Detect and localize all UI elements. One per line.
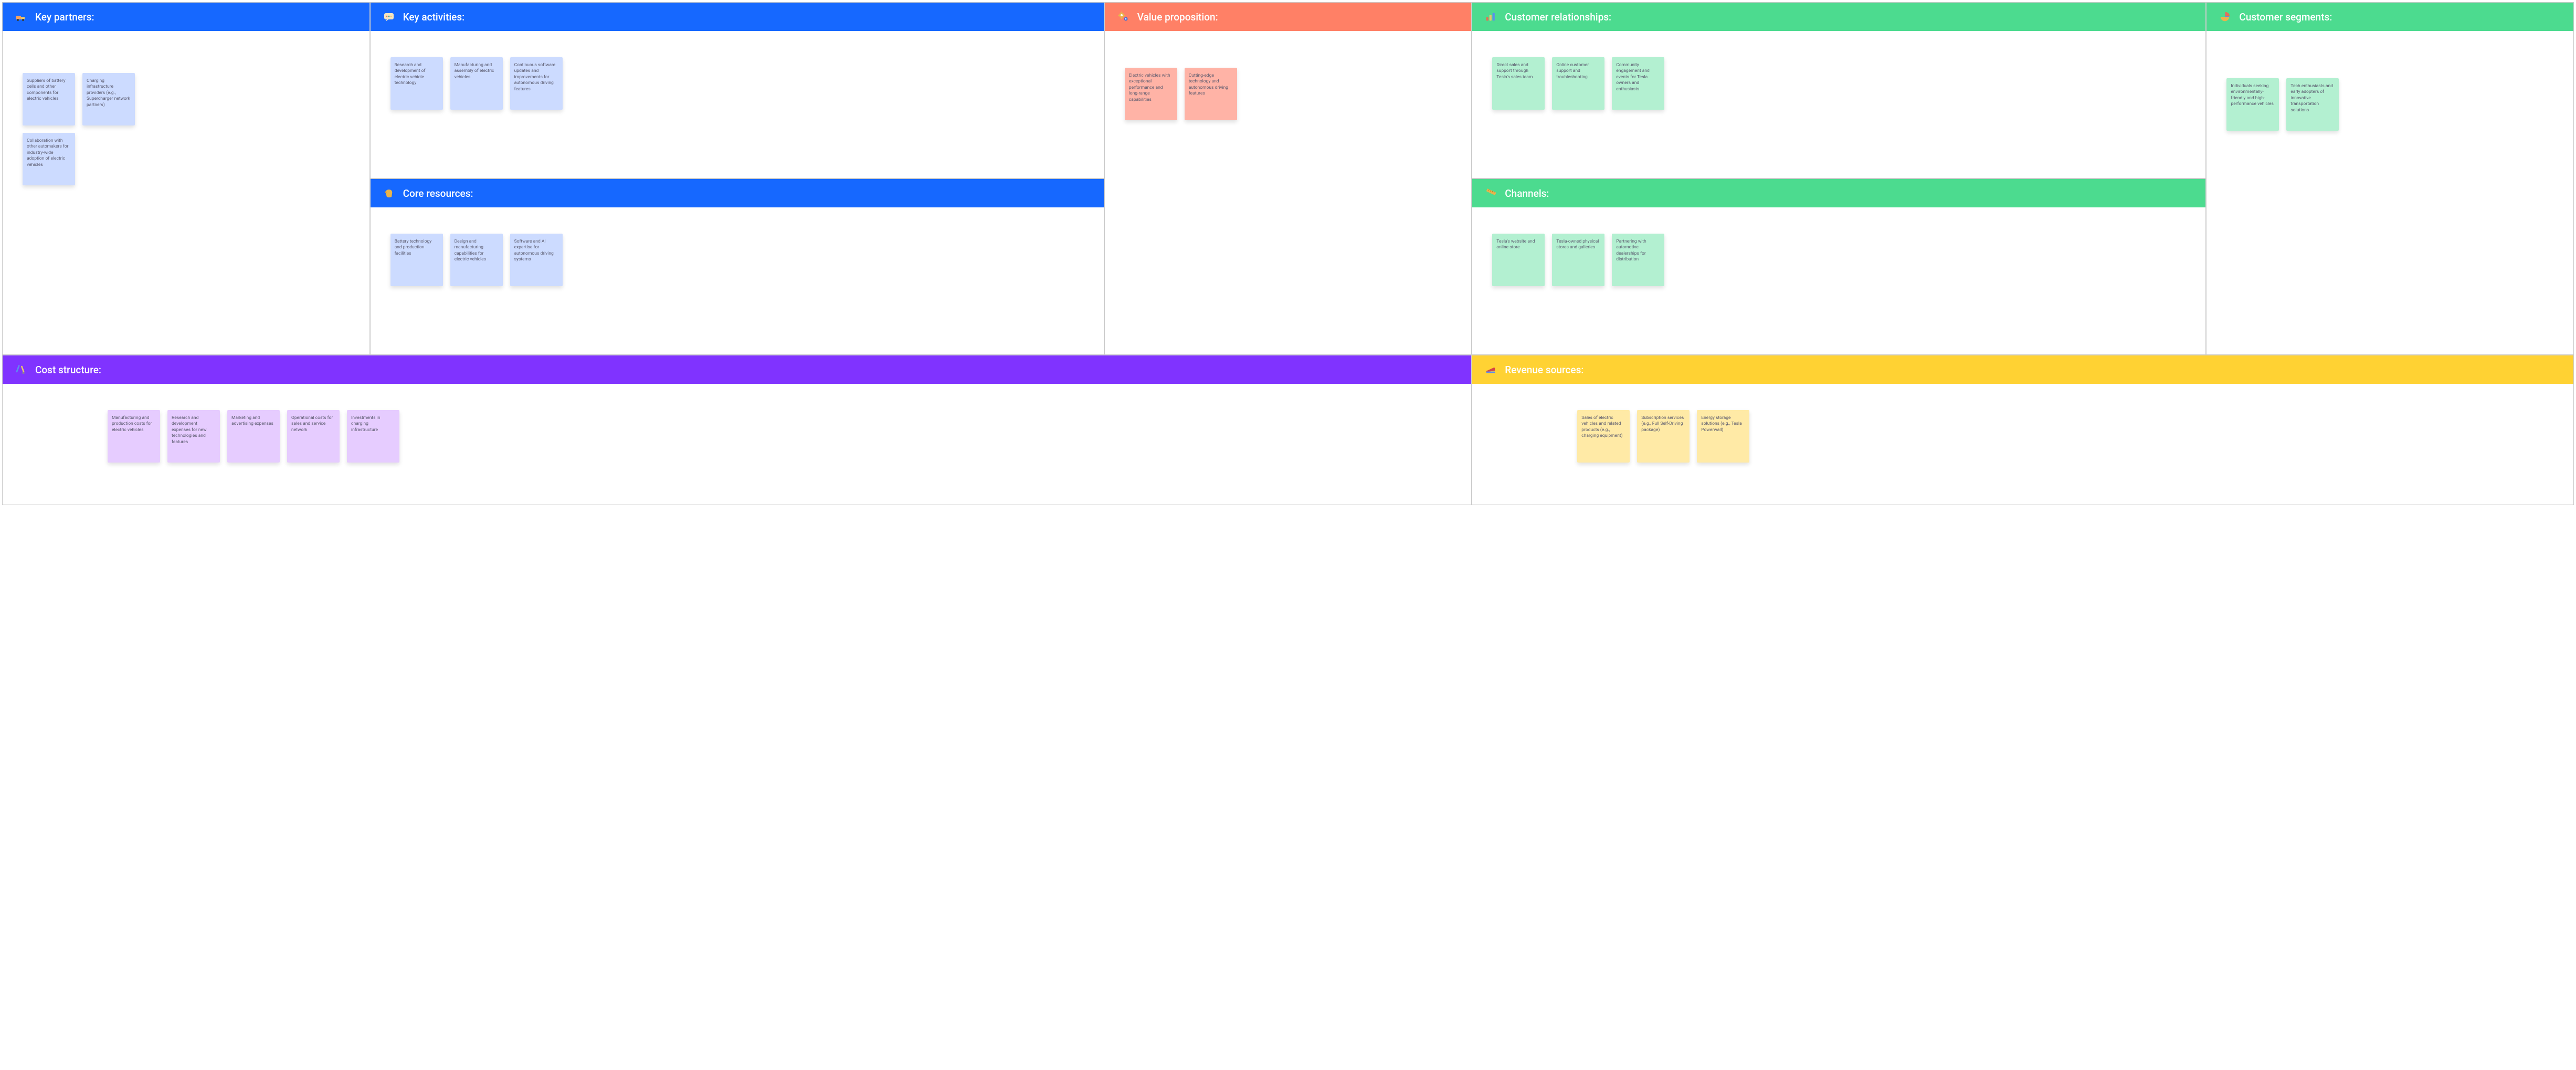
- glove-icon: [382, 186, 396, 200]
- section-body: Tesla's website and online store Tesla-o…: [1472, 207, 2205, 354]
- section-header: Value proposition:: [1105, 3, 1472, 31]
- sticky-card[interactable]: Online customer support and troubleshoot…: [1552, 57, 1604, 110]
- sticky-card[interactable]: Design and manufacturing capabilities fo…: [450, 234, 503, 286]
- sticky-card[interactable]: Manufacturing and production costs for e…: [108, 410, 160, 463]
- section-body: Manufacturing and production costs for e…: [3, 384, 1471, 505]
- sticky-card[interactable]: Individuals seeking environmentally-frie…: [2226, 78, 2279, 131]
- sticky-card[interactable]: Electric vehicles with exceptional perfo…: [1125, 68, 1177, 120]
- card-group: Individuals seeking environmentally-frie…: [2226, 78, 2553, 131]
- sticky-card[interactable]: Continuous software updates and improvem…: [510, 57, 563, 110]
- gears-icon: [1116, 10, 1130, 24]
- sticky-card[interactable]: Software and AI expertise for autonomous…: [510, 234, 563, 286]
- sticky-card[interactable]: Sales of electric vehicles and related p…: [1577, 410, 1630, 463]
- card-group: Tesla's website and online store Tesla-o…: [1492, 234, 2186, 286]
- sticky-card[interactable]: Collaboration with other automakers for …: [23, 133, 75, 185]
- section-body: Direct sales and support through Tesla's…: [1472, 31, 2205, 178]
- sticky-card[interactable]: Direct sales and support through Tesla's…: [1492, 57, 1545, 110]
- sticky-card[interactable]: Marketing and advertising expenses: [227, 410, 280, 463]
- section-title: Key activities:: [403, 11, 465, 23]
- section-body: Research and development of electric veh…: [371, 31, 1104, 178]
- section-revenue-sources: Revenue sources: Sales of electric vehic…: [1472, 355, 2573, 505]
- section-title: Core resources:: [403, 187, 473, 200]
- section-body: Electric vehicles with exceptional perfo…: [1105, 31, 1472, 354]
- sticky-card[interactable]: Operational costs for sales and service …: [287, 410, 340, 463]
- pencil-brush-icon: [14, 363, 28, 376]
- section-body: Battery technology and production facili…: [371, 207, 1104, 354]
- section-key-partners: Key partners: Suppliers of battery cells…: [3, 3, 369, 354]
- sticky-card[interactable]: Tech enthusiasts and early adopters of i…: [2286, 78, 2339, 131]
- card-group: Electric vehicles with exceptional perfo…: [1125, 68, 1452, 120]
- pie-chart-icon: [2218, 10, 2232, 24]
- section-core-resources: Core resources: Battery technology and p…: [371, 179, 1104, 354]
- sticky-card[interactable]: Research and development of electric veh…: [390, 57, 443, 110]
- sticky-card[interactable]: Cutting-edge technology and autonomous d…: [1185, 68, 1237, 120]
- section-title: Channels:: [1505, 187, 1549, 200]
- section-channels: Channels: Tesla's website and online sto…: [1472, 179, 2205, 354]
- section-body: Individuals seeking environmentally-frie…: [2207, 31, 2573, 354]
- sticky-card[interactable]: Subscription services (e.g., Full Self-D…: [1637, 410, 1690, 463]
- section-value-proposition: Value proposition: Electric vehicles wit…: [1105, 3, 1472, 354]
- card-group: Manufacturing and production costs for e…: [108, 410, 1451, 463]
- sticky-card[interactable]: Partnering with automotive dealerships f…: [1612, 234, 1664, 286]
- sticky-card[interactable]: Energy storage solutions (e.g., Tesla Po…: [1697, 410, 1749, 463]
- section-header: Core resources:: [371, 179, 1104, 207]
- column-relationships-channels: Customer relationships: Direct sales and…: [1472, 3, 2205, 354]
- section-header: Cost structure:: [3, 355, 1471, 384]
- sticky-card[interactable]: Investments in charging infrastructure: [347, 410, 399, 463]
- card-group: Sales of electric vehicles and related p…: [1577, 410, 2553, 463]
- section-customer-relationships: Customer relationships: Direct sales and…: [1472, 3, 2205, 178]
- card-group: Battery technology and production facili…: [390, 234, 1084, 286]
- column-activities-resources: Key activities: Research and development…: [371, 3, 1104, 354]
- section-title: Revenue sources:: [1505, 364, 1583, 376]
- section-header: Customer segments:: [2207, 3, 2573, 31]
- card-group: Research and development of electric veh…: [390, 57, 1084, 110]
- sticky-card[interactable]: Research and development expenses for ne…: [167, 410, 220, 463]
- card-group: Direct sales and support through Tesla's…: [1492, 57, 2186, 110]
- ruler-icon: [1484, 186, 1497, 200]
- card-group: Collaboration with other automakers for …: [23, 133, 350, 185]
- section-header: Revenue sources:: [1472, 355, 2573, 384]
- section-title: Customer relationships:: [1505, 11, 1611, 23]
- sticky-card[interactable]: Charging infrastructure providers (e.g.,…: [82, 73, 135, 125]
- section-customer-segments: Customer segments: Individuals seeking e…: [2207, 3, 2573, 354]
- sticky-card[interactable]: Tesla's website and online store: [1492, 234, 1545, 286]
- stapler-icon: [1484, 363, 1497, 376]
- section-title: Cost structure:: [35, 364, 101, 376]
- section-header: Channels:: [1472, 179, 2205, 207]
- section-title: Customer segments:: [2239, 11, 2332, 23]
- truck-icon: [14, 10, 28, 24]
- section-key-activities: Key activities: Research and development…: [371, 3, 1104, 178]
- section-body: Suppliers of battery cells and other com…: [3, 31, 369, 354]
- business-model-canvas: Key partners: Suppliers of battery cells…: [2, 2, 2574, 505]
- chat-icon: [382, 10, 396, 24]
- sticky-card[interactable]: Manufacturing and assembly of electric v…: [450, 57, 503, 110]
- sticky-card[interactable]: Community engagement and events for Tesl…: [1612, 57, 1664, 110]
- section-header: Key activities:: [371, 3, 1104, 31]
- sticky-card[interactable]: Tesla-owned physical stores and gallerie…: [1552, 234, 1604, 286]
- section-cost-structure: Cost structure: Manufacturing and produc…: [3, 355, 1471, 505]
- card-group: Suppliers of battery cells and other com…: [23, 73, 350, 125]
- section-header: Key partners:: [3, 3, 369, 31]
- section-title: Key partners:: [35, 11, 94, 23]
- section-body: Sales of electric vehicles and related p…: [1472, 384, 2573, 505]
- bar-chart-icon: [1484, 10, 1497, 24]
- section-header: Customer relationships:: [1472, 3, 2205, 31]
- section-title: Value proposition:: [1137, 11, 1218, 23]
- sticky-card[interactable]: Battery technology and production facili…: [390, 234, 443, 286]
- sticky-card[interactable]: Suppliers of battery cells and other com…: [23, 73, 75, 125]
